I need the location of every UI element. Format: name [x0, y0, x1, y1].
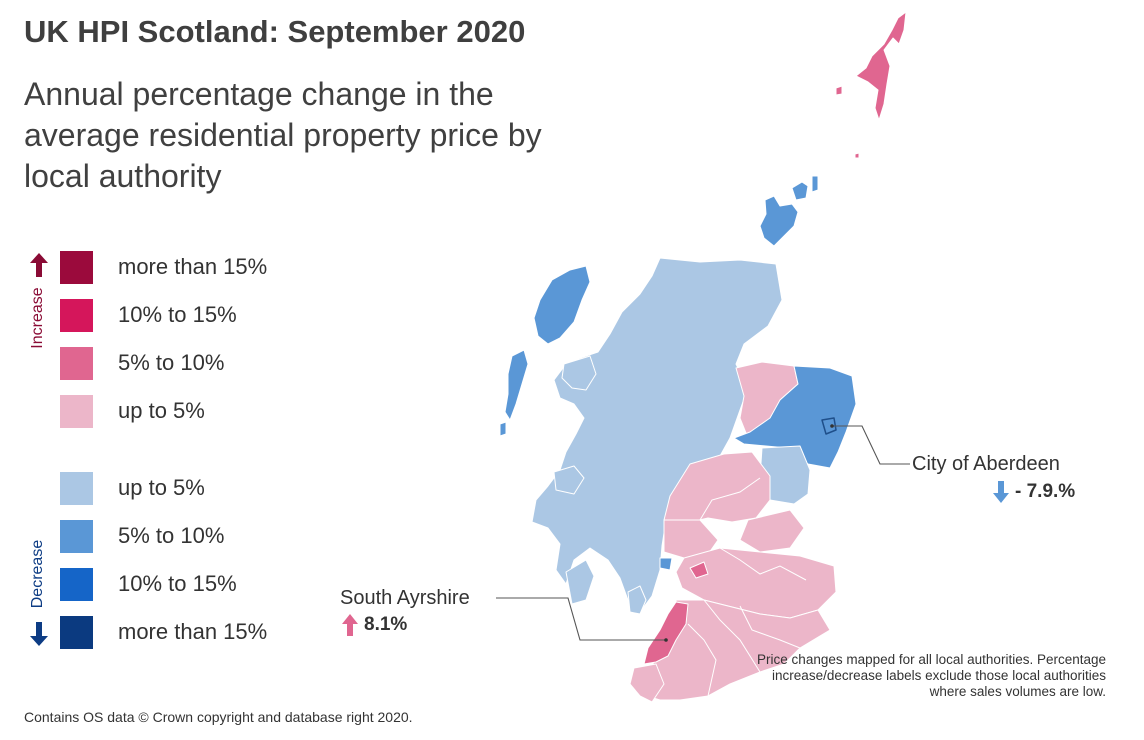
region-orkney-north [791, 175, 819, 201]
legend-item-increase-over-15: more than 15% [60, 250, 267, 284]
legend-item-increase-0-5: up to 5% [60, 394, 205, 428]
region-outer-hebrides-south [504, 349, 529, 421]
callout-ayrshire-percent: 8.1% [364, 614, 408, 635]
legend-label: up to 5% [118, 398, 205, 423]
increase-arrow-icon [30, 253, 48, 277]
region-barra [499, 421, 507, 437]
legend-item-increase-10-15: 10% to 15% [60, 298, 237, 332]
legend-swatch [60, 567, 93, 601]
region-fair-isle [854, 152, 860, 159]
region-islay [565, 559, 595, 605]
region-east-dunbartonshire [689, 561, 709, 579]
callout-aberdeen-value: - 7.9.% [992, 481, 1075, 503]
legend-item-decrease-over-15: more than 15% [60, 615, 267, 649]
callout-aberdeen-name: City of Aberdeen [912, 453, 1060, 475]
legend-item-decrease-5-10: 5% to 10% [60, 519, 224, 553]
region-aberdeen-city [821, 417, 837, 435]
legend-label: 5% to 10% [118, 523, 225, 548]
region-mull [553, 465, 585, 495]
region-south-ayrshire [643, 601, 689, 665]
legend-swatch [60, 250, 93, 284]
ayrshire-leader-line [496, 597, 666, 641]
legend-swatch [60, 346, 93, 380]
region-perth-kinross [663, 451, 771, 525]
aberdeen-leader-line [832, 425, 910, 465]
callout-ayrshire-value: 8.1% [341, 614, 407, 636]
legend-swatch [60, 519, 93, 553]
region-outer-hebrides [533, 265, 591, 345]
region-skye [561, 355, 597, 391]
callout-aberdeen-percent: - 7.9.% [1015, 481, 1076, 502]
decrease-arrow-icon [30, 622, 48, 646]
footnote: Price changes mapped for all local autho… [757, 652, 1106, 699]
legend-label: more than 15% [118, 254, 268, 279]
callout-ayrshire-name: South Ayrshire [340, 587, 470, 609]
page-title: UK HPI Scotland: September 2020 [24, 14, 526, 49]
down-arrow-icon [993, 481, 1009, 503]
page-subtitle: Annual percentage change in the average … [24, 76, 542, 194]
legend-label: more than 15% [118, 619, 268, 644]
legend-swatch [60, 394, 93, 428]
region-galloway [629, 663, 665, 703]
region-inverclyde [659, 557, 673, 571]
region-fife [739, 509, 805, 553]
legend-label: 10% to 15% [118, 571, 237, 596]
region-shetland [855, 11, 907, 121]
legend-label: 10% to 15% [118, 302, 237, 327]
legend-swatch [60, 471, 93, 505]
legend-item-increase-5-10: 5% to 10% [60, 346, 224, 380]
copyright-credit: Contains OS data © Crown copyright and d… [24, 709, 413, 725]
up-arrow-icon [342, 614, 358, 636]
legend-swatch [60, 298, 93, 332]
legend-label: up to 5% [118, 475, 205, 500]
legend-swatch [60, 615, 93, 649]
region-orkney [759, 195, 799, 247]
legend-label: 5% to 10% [118, 350, 225, 375]
region-arran [627, 585, 647, 615]
legend-item-decrease-10-15: 10% to 15% [60, 567, 237, 601]
legend-item-decrease-0-5: up to 5% [60, 471, 205, 505]
region-shetland-isle [835, 85, 843, 96]
